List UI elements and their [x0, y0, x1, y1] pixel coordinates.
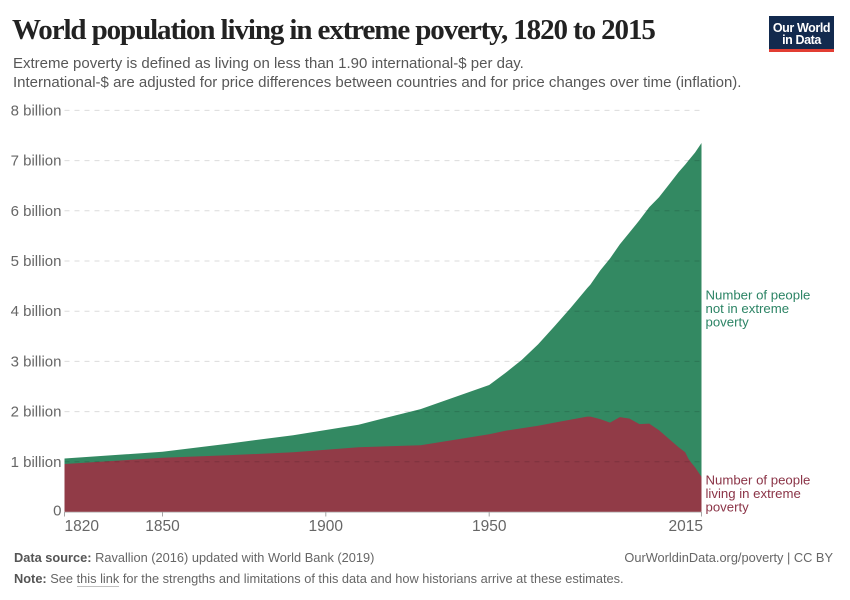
- svg-text:1 billion: 1 billion: [11, 454, 62, 471]
- svg-text:5 billion: 5 billion: [11, 253, 62, 270]
- svg-text:not in extreme: not in extreme: [706, 301, 790, 316]
- svg-text:0: 0: [53, 503, 61, 520]
- svg-text:Number of people: Number of people: [706, 288, 811, 303]
- svg-text:6 billion: 6 billion: [11, 203, 62, 220]
- svg-text:Number of people: Number of people: [706, 472, 811, 487]
- svg-text:1950: 1950: [472, 518, 507, 535]
- svg-text:2015: 2015: [669, 518, 703, 535]
- svg-text:3 billion: 3 billion: [11, 353, 62, 370]
- svg-text:1900: 1900: [309, 518, 344, 535]
- svg-text:poverty: poverty: [706, 500, 750, 515]
- svg-text:poverty: poverty: [706, 315, 750, 330]
- svg-text:4 billion: 4 billion: [11, 303, 62, 320]
- svg-text:8 billion: 8 billion: [11, 102, 62, 119]
- svg-text:7 billion: 7 billion: [11, 153, 62, 170]
- svg-text:living in extreme: living in extreme: [706, 486, 801, 501]
- svg-text:1820: 1820: [65, 518, 100, 535]
- svg-text:1850: 1850: [145, 518, 180, 535]
- svg-text:2 billion: 2 billion: [11, 404, 62, 421]
